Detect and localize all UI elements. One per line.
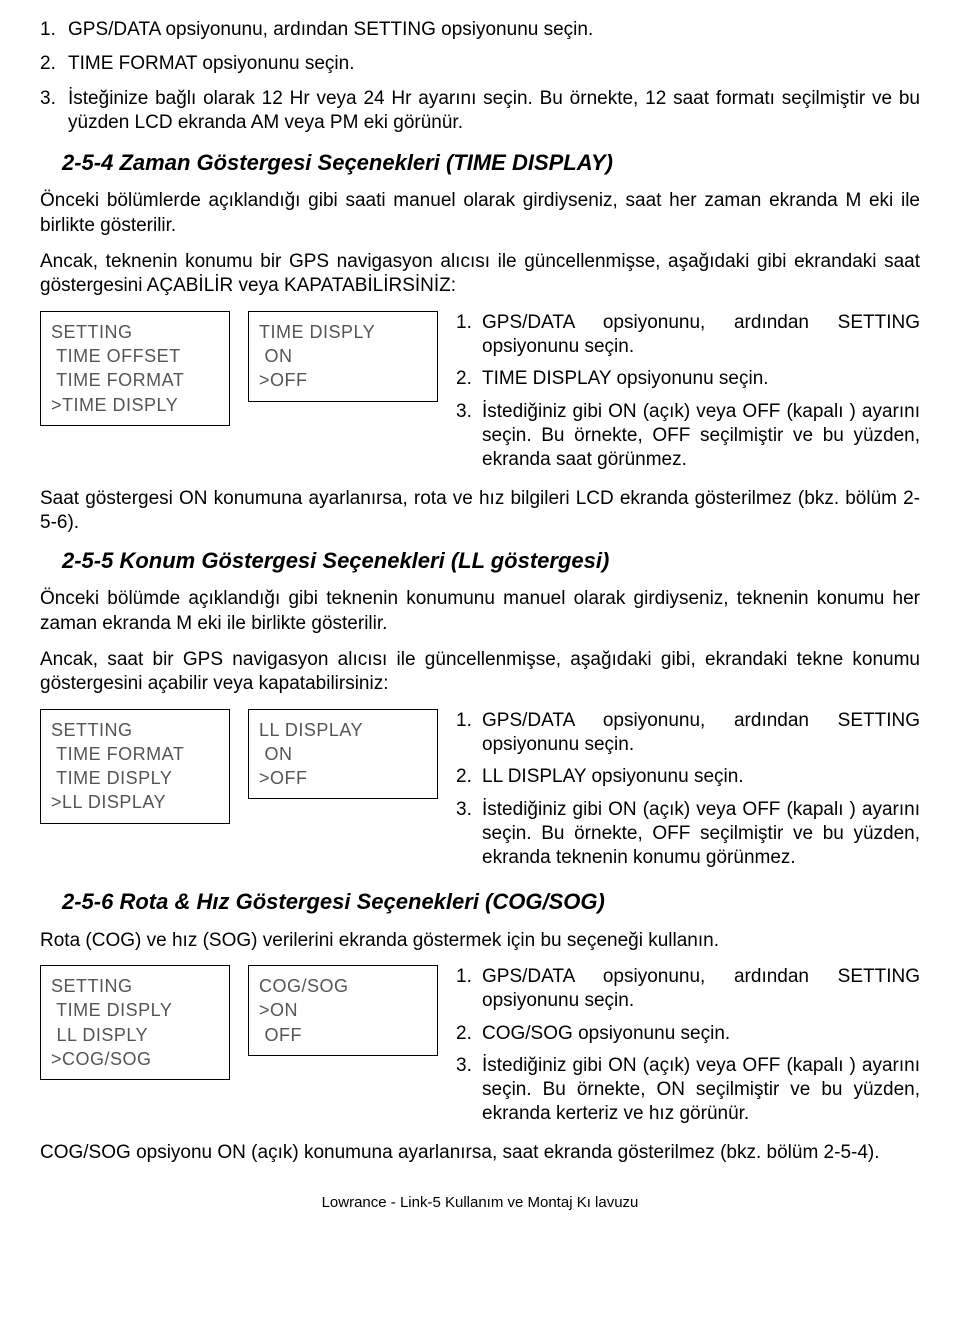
list-item: 1. GPS/DATA opsiyonunu, ardından SETTING… [456,311,920,360]
lcd-line: >OFF [259,766,427,790]
lcd-line: >COG/SOG [51,1047,219,1071]
lcd-line: SETTING [51,974,219,998]
item-text: GPS/DATA opsiyonunu, ardından SETTING op… [482,965,920,1014]
item-text: TIME FORMAT opsiyonunu seçin. [68,52,920,76]
section-255-row: SETTING TIME FORMAT TIME DISPLY >LL DISP… [40,709,920,879]
item-text: İstediğiniz gibi ON (açık) veya OFF (kap… [482,798,920,871]
item-number: 1. [40,18,68,42]
section-heading-254: 2-5-4 Zaman Göstergesi Seçenekleri (TIME… [62,149,920,177]
lcd-line: ON [259,742,427,766]
lcd-line: TIME DISPLY [51,766,219,790]
list-item: 3. İstediğiniz gibi ON (açık) veya OFF (… [456,1054,920,1127]
item-text: LL DISPLAY opsiyonunu seçin. [482,765,920,789]
lcd-line: >LL DISPLAY [51,790,219,814]
list-item: 1. GPS/DATA opsiyonunu, ardından SETTING… [456,965,920,1014]
item-number: 3. [456,1054,482,1127]
item-number: 3. [40,87,68,136]
paragraph: COG/SOG opsiyonu ON (açık) konumuna ayar… [40,1141,920,1165]
lcd-line: TIME FORMAT [51,742,219,766]
lcd-screen-box: TIME DISPLY ON >OFF [248,311,438,402]
lcd-line: LL DISPLY [51,1023,219,1047]
item-text: İsteğinize bağlı olarak 12 Hr veya 24 Hr… [68,87,920,136]
item-text: COG/SOG opsiyonunu seçin. [482,1022,920,1046]
lcd-line: TIME FORMAT [51,368,219,392]
item-number: 1. [456,965,482,1014]
lcd-line: OFF [259,1023,427,1047]
lcd-line: LL DISPLAY [259,718,427,742]
list-item: 2. TIME DISPLAY opsiyonunu seçin. [456,367,920,391]
lcd-screen-box: COG/SOG >ON OFF [248,965,438,1056]
paragraph: Ancak, teknenin konumu bir GPS navigasyo… [40,250,920,299]
item-number: 3. [456,798,482,871]
item-text: GPS/DATA opsiyonunu, ardından SETTING op… [482,709,920,758]
paragraph: Önceki bölümlerde açıklandığı gibi saati… [40,189,920,238]
lcd-line: TIME DISPLY [51,998,219,1022]
lcd-line: SETTING [51,718,219,742]
lcd-line: >OFF [259,368,427,392]
paragraph: Rota (COG) ve hız (SOG) verilerini ekran… [40,929,920,953]
item-number: 3. [456,400,482,473]
lcd-screen-box: LL DISPLAY ON >OFF [248,709,438,800]
lcd-line: COG/SOG [259,974,427,998]
item-number: 2. [456,367,482,391]
lcd-screen-box: SETTING TIME OFFSET TIME FORMAT >TIME DI… [40,311,230,426]
page-footer: Lowrance - Link-5 Kullanım ve Montaj Kı … [40,1193,920,1212]
item-number: 2. [456,1022,482,1046]
paragraph: Önceki bölümde açıklandığı gibi teknenin… [40,587,920,636]
steps-list: 1. GPS/DATA opsiyonunu, ardından SETTING… [456,965,920,1135]
item-text: TIME DISPLAY opsiyonunu seçin. [482,367,920,391]
list-item: 2. COG/SOG opsiyonunu seçin. [456,1022,920,1046]
paragraph: Ancak, saat bir GPS navigasyon alıcısı i… [40,648,920,697]
list-item: 1. GPS/DATA opsiyonunu, ardından SETTING… [456,709,920,758]
lcd-line: >ON [259,998,427,1022]
item-text: İstediğiniz gibi ON (açık) veya OFF (kap… [482,400,920,473]
list-item: 2. TIME FORMAT opsiyonunu seçin. [40,52,920,76]
list-item: 3. İstediğiniz gibi ON (açık) veya OFF (… [456,400,920,473]
lcd-screen-box: SETTING TIME FORMAT TIME DISPLY >LL DISP… [40,709,230,824]
list-item: 1. GPS/DATA opsiyonunu, ardından SETTING… [40,18,920,42]
list-item: 3. İsteğinize bağlı olarak 12 Hr veya 24… [40,87,920,136]
item-text: İstediğiniz gibi ON (açık) veya OFF (kap… [482,1054,920,1127]
section-254-row: SETTING TIME OFFSET TIME FORMAT >TIME DI… [40,311,920,481]
lcd-line: >TIME DISPLY [51,393,219,417]
item-number: 1. [456,709,482,758]
list-item: 2. LL DISPLAY opsiyonunu seçin. [456,765,920,789]
item-text: GPS/DATA opsiyonunu, ardından SETTING op… [482,311,920,360]
paragraph: Saat göstergesi ON konumuna ayarlanırsa,… [40,487,920,536]
lcd-line: SETTING [51,320,219,344]
item-number: 2. [40,52,68,76]
item-number: 1. [456,311,482,360]
lcd-line: TIME OFFSET [51,344,219,368]
item-text: GPS/DATA opsiyonunu, ardından SETTING op… [68,18,920,42]
steps-list: 1. GPS/DATA opsiyonunu, ardından SETTING… [456,311,920,481]
list-item: 3. İstediğiniz gibi ON (açık) veya OFF (… [456,798,920,871]
section-heading-256: 2-5-6 Rota & Hız Göstergesi Seçenekleri … [62,888,920,916]
steps-list: 1. GPS/DATA opsiyonunu, ardından SETTING… [456,709,920,879]
item-number: 2. [456,765,482,789]
lcd-line: TIME DISPLY [259,320,427,344]
lcd-screen-box: SETTING TIME DISPLY LL DISPLY >COG/SOG [40,965,230,1080]
section-heading-255: 2-5-5 Konum Göstergesi Seçenekleri (LL g… [62,547,920,575]
section-256-row: SETTING TIME DISPLY LL DISPLY >COG/SOG C… [40,965,920,1135]
intro-steps-list: 1. GPS/DATA opsiyonunu, ardından SETTING… [40,18,920,135]
lcd-line: ON [259,344,427,368]
